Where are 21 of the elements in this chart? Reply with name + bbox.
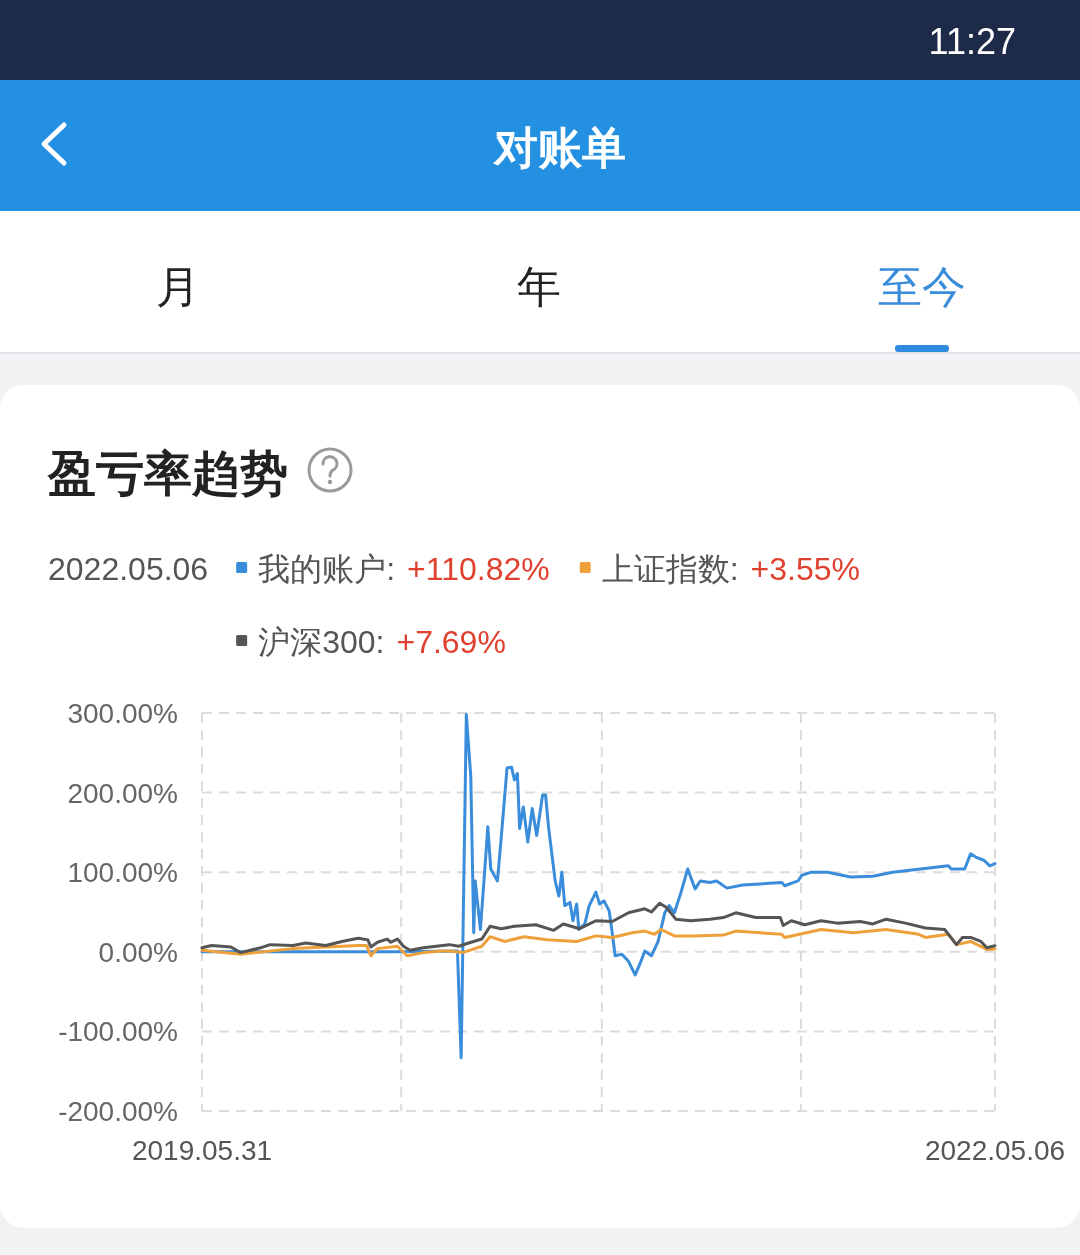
subtitle: 2022.05.06 [48,551,209,587]
app-title: 对账单 [494,123,626,172]
x-tick-label: 2022.05.06 [924,1135,1066,1166]
y-tick-label: 100.00% [67,857,178,889]
legend-label: 我的账户: [258,551,396,587]
y-tick-label: 300.00% [67,698,178,729]
tab-label: 月 [156,262,200,311]
annotation: +3.55% [750,551,860,587]
y-tick-label: 200.00% [67,777,178,809]
annotation: +7.69% [396,624,506,660]
y-tick-label: -100.00% [58,1016,178,1048]
legend-label: 上证指数: [601,551,739,587]
legend-label: 沪深300: [258,624,385,660]
y-tick-label: -200.00% [58,1096,178,1127]
annotation: +110.82% [407,551,550,587]
x-tick-label: 2019.05.31 [131,1135,273,1166]
tab-label: 年 [517,262,561,311]
y-tick-label: 0.00% [98,936,178,968]
status-time: 11:27 [928,21,1016,62]
title: 盈亏率趋势 [48,447,288,500]
tab-label: 至今 [878,262,966,311]
